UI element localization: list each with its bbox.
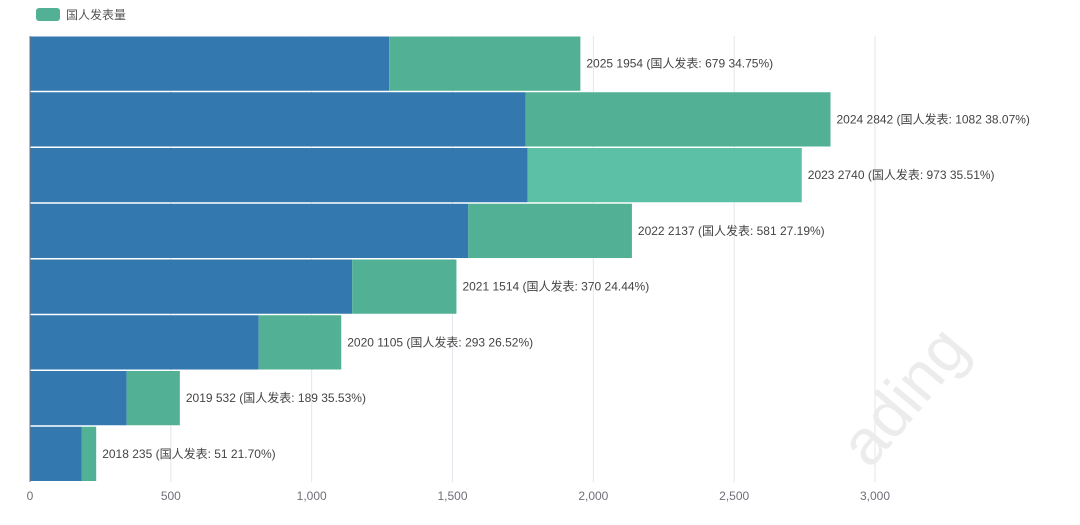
data-label: 2020 1105 (国人发表: 293 26.52%): [347, 334, 533, 349]
data-label: 2023 2740 (国人发表: 973 35.51%): [808, 167, 995, 182]
bar-domestic: [525, 92, 831, 147]
bar-other: [30, 259, 353, 314]
data-label: 2025 1954 (国人发表: 679 34.75%): [586, 56, 773, 71]
x-tick-label: 0: [27, 489, 34, 503]
x-tick-label: 500: [161, 489, 181, 503]
bar-domestic: [352, 259, 457, 314]
bar-domestic: [527, 148, 802, 203]
bar-other: [30, 315, 259, 370]
data-label: 2022 2137 (国人发表: 581 27.19%): [638, 223, 825, 238]
bar-domestic: [258, 315, 342, 370]
bar-other: [30, 36, 390, 91]
bar-other: [30, 426, 82, 481]
data-label: 2021 1514 (国人发表: 370 24.44%): [462, 279, 649, 294]
bar-other: [30, 148, 528, 203]
bar-other: [30, 371, 127, 426]
x-tick-label: 3,000: [860, 489, 890, 503]
legend-label: 国人发表量: [66, 8, 127, 22]
data-label: 2024 2842 (国人发表: 1082 38.07%): [836, 111, 1029, 126]
bar-domestic: [389, 36, 581, 91]
x-tick-label: 1,000: [297, 489, 327, 503]
legend-swatch: [36, 8, 60, 21]
data-label: 2018 235 (国人发表: 51 21.70%): [102, 446, 275, 461]
x-tick-label: 2,500: [719, 489, 749, 503]
bar-other: [30, 92, 526, 147]
bar-domestic: [81, 426, 97, 481]
bar-domestic: [468, 203, 632, 258]
bar-other: [30, 203, 469, 258]
watermark: ading: [826, 313, 982, 479]
x-tick-label: 2,000: [578, 489, 608, 503]
legend[interactable]: 国人发表量: [36, 6, 126, 23]
x-tick-label: 1,500: [437, 489, 467, 503]
data-label: 2019 532 (国人发表: 189 35.53%): [186, 390, 366, 405]
bar-domestic: [126, 371, 180, 426]
